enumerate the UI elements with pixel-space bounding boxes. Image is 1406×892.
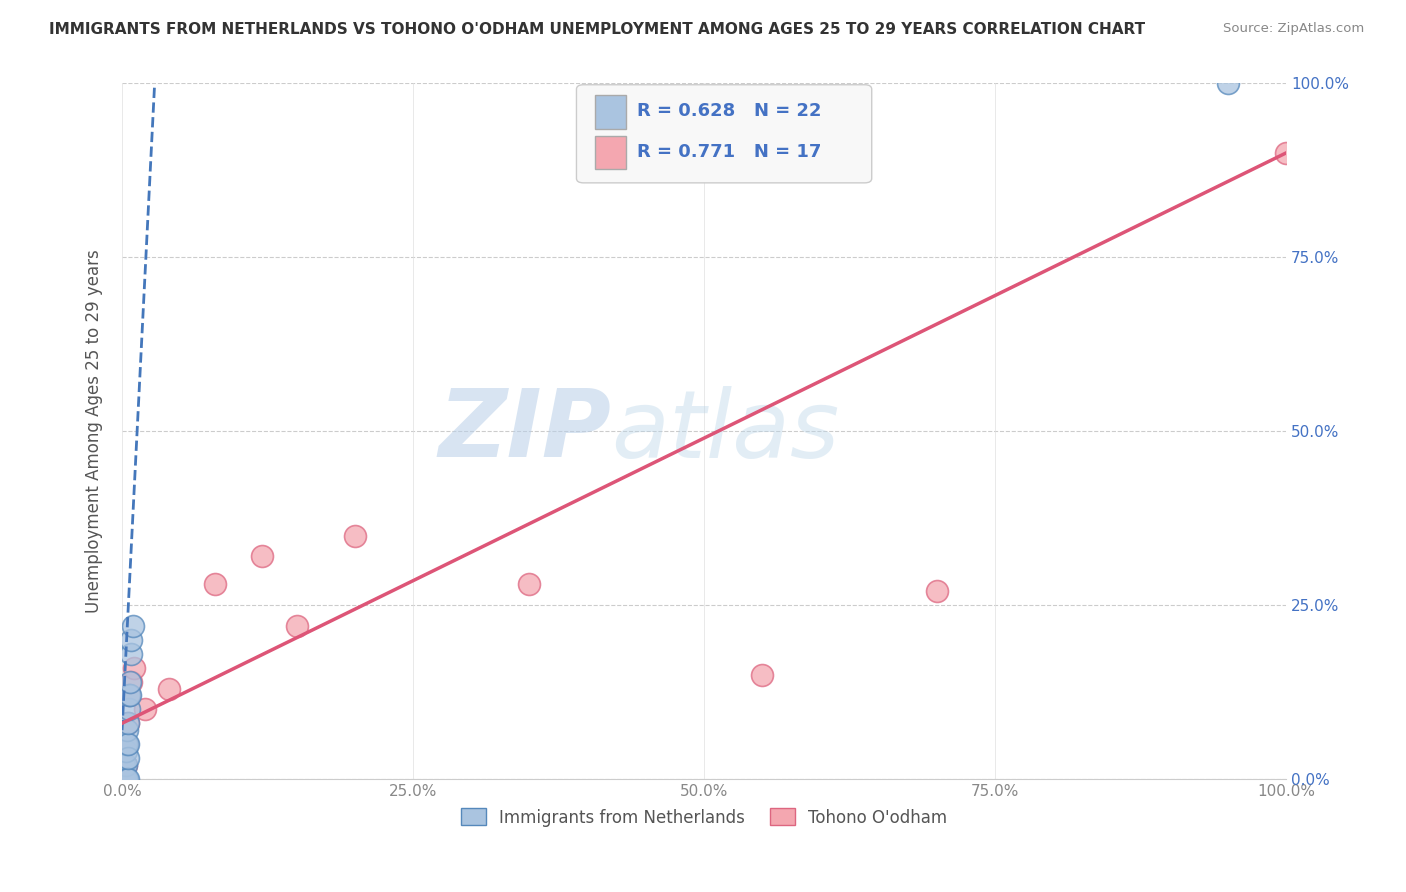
Point [120,674,142,689]
Point [112,772,135,786]
Text: R = 0.628   N = 22: R = 0.628 N = 22 [637,103,821,120]
Point [118,702,141,716]
Point [751,667,773,681]
Point [117,772,139,786]
Point [285,619,308,633]
Text: R = 0.771   N = 17: R = 0.771 N = 17 [637,143,821,161]
Point [112,758,135,772]
Point [519,577,541,591]
Point [115,737,138,751]
Point [117,737,139,751]
Point [1216,77,1239,91]
Point [925,584,948,599]
Point [114,737,136,751]
Point [112,772,135,786]
Point [115,723,138,738]
Point [343,528,366,542]
Point [204,577,226,591]
Point [114,758,136,772]
Point [115,772,138,786]
Point [117,751,139,765]
Point [117,716,139,731]
Point [115,737,138,751]
Point [112,772,135,786]
Point [157,681,180,696]
Legend: Immigrants from Netherlands, Tohono O'odham: Immigrants from Netherlands, Tohono O'od… [454,802,955,833]
Point [134,702,156,716]
Point [114,744,136,758]
Y-axis label: Unemployment Among Ages 25 to 29 years: Unemployment Among Ages 25 to 29 years [86,249,103,613]
Point [250,549,273,564]
Point [114,758,136,772]
Point [122,660,145,674]
Point [1275,146,1298,161]
Point [118,689,141,703]
Point [114,772,136,786]
Text: IMMIGRANTS FROM NETHERLANDS VS TOHONO O'ODHAM UNEMPLOYMENT AMONG AGES 25 TO 29 Y: IMMIGRANTS FROM NETHERLANDS VS TOHONO O'… [49,22,1146,37]
Point [121,619,143,633]
Point [120,647,142,661]
Point [120,632,142,647]
Point [120,689,142,703]
Point [117,716,139,731]
Text: atlas: atlas [610,385,839,476]
Point [120,674,142,689]
Point [118,689,141,703]
Text: Source: ZipAtlas.com: Source: ZipAtlas.com [1223,22,1364,36]
Text: ZIP: ZIP [439,385,610,477]
